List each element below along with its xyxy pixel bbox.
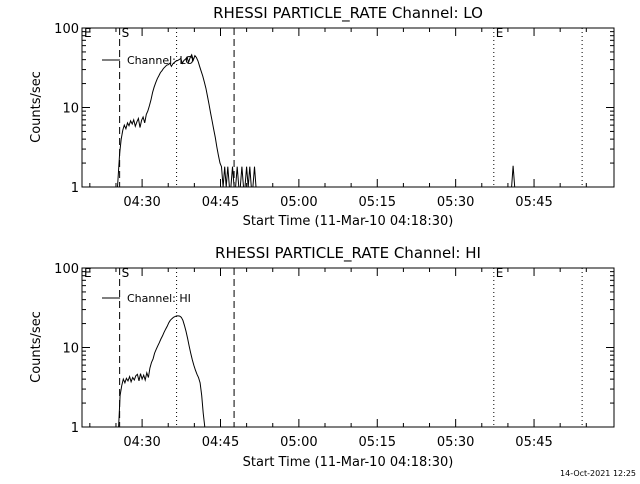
x-tick-label: 05:45	[515, 435, 552, 450]
x-tick-label: 05:15	[359, 435, 396, 450]
chart-title: RHESSI PARTICLE_RATE Channel: LO	[213, 4, 483, 23]
legend-label: Channel: LO	[127, 54, 194, 67]
x-tick-label: 05:30	[437, 195, 474, 210]
legend-label: Channel: HI	[127, 292, 191, 305]
y-tick-label: 1	[71, 181, 79, 196]
y-tick-label: 10	[62, 102, 79, 117]
x-tick-label: 04:45	[202, 195, 239, 210]
event-marker-label: E	[84, 266, 92, 280]
panel-hi: RHESSI PARTICLE_RATE Channel: HI Start T…	[29, 244, 615, 470]
x-tick-label: 04:30	[123, 195, 160, 210]
x-axis-label: Start Time (11-Mar-10 04:18:30)	[243, 455, 454, 470]
timestamp: 14-Oct-2021 12:25	[560, 469, 636, 478]
event-marker-label: E	[496, 266, 504, 280]
x-tick-label: 05:00	[280, 195, 317, 210]
event-marker-label: E	[84, 26, 92, 40]
x-tick-label: 05:30	[437, 435, 474, 450]
y-axis-label: Counts/sec	[29, 311, 44, 383]
event-marker-label: E	[496, 26, 504, 40]
chart-title: RHESSI PARTICLE_RATE Channel: HI	[215, 244, 481, 263]
x-tick-label: 05:00	[280, 435, 317, 450]
x-tick-label: 04:45	[202, 435, 239, 450]
y-tick-label: 1	[71, 421, 79, 436]
y-tick-label: 100	[54, 262, 79, 277]
x-tick-label: 04:30	[123, 435, 160, 450]
x-tick-label: 05:45	[515, 195, 552, 210]
panel-lo: RHESSI PARTICLE_RATE Channel: LO Start T…	[29, 4, 615, 229]
y-tick-label: 100	[54, 22, 79, 37]
x-axis-label: Start Time (11-Mar-10 04:18:30)	[243, 214, 454, 229]
event-marker-label: S	[122, 266, 130, 280]
y-tick-label: 10	[62, 342, 79, 357]
series-line	[118, 315, 208, 428]
y-axis-label: Counts/sec	[29, 71, 44, 143]
x-tick-label: 05:15	[359, 195, 396, 210]
series-line	[117, 53, 258, 188]
event-marker-label: S	[122, 26, 130, 40]
series-line	[511, 165, 516, 188]
